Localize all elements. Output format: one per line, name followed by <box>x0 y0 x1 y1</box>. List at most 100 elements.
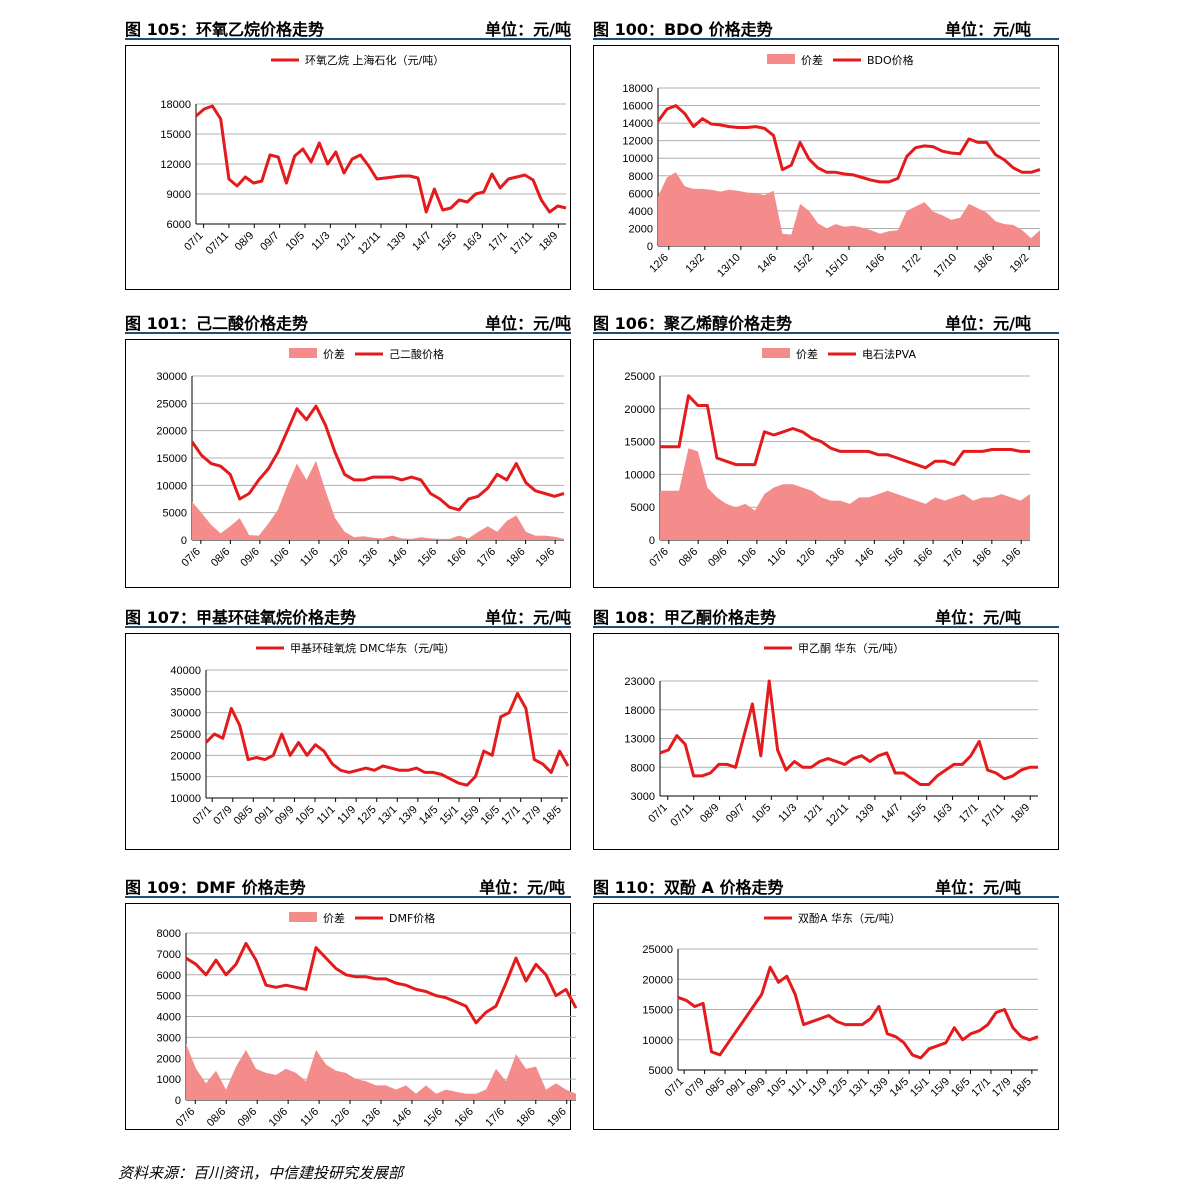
legend-label: 甲基环硅氧烷 DMC华东（元/吨） <box>290 641 455 655</box>
y-tick-label: 15000 <box>156 453 187 465</box>
x-tick-label: 09/9 <box>744 1076 768 1100</box>
x-tick-label: 15/1 <box>908 1076 932 1100</box>
chart-frame: 6000 9000 12000 15000 18000 07/1 07/11 08/9 09/7… <box>125 45 571 290</box>
y-tick-label: 5000 <box>631 502 655 514</box>
y-tick-label: 5000 <box>163 508 187 520</box>
y-tick-label: 8000 <box>631 762 655 774</box>
x-tick-label: 15/1 <box>437 804 461 828</box>
x-tick-label: 13/6 <box>359 1106 383 1130</box>
x-tick-label: 08/9 <box>233 230 257 254</box>
x-tick-label: 19/6 <box>545 1106 569 1130</box>
line-series-DMF价格 <box>185 941 578 1025</box>
x-tick-label: 07/1 <box>191 804 215 828</box>
x-tick-label: 13/1 <box>376 804 400 828</box>
chart-svg: 1000015000200002500030000350004000007/10… <box>170 641 570 828</box>
x-tick-label: 13/9 <box>853 802 877 826</box>
chart-frame: 0 1000 2000 3000 4000 5000 6000 7000 8000 07/6 08/… <box>125 903 578 1130</box>
x-tick-label: 15/9 <box>929 1076 953 1100</box>
x-tick-label: 11/9 <box>335 804 358 827</box>
legend-label: 己二酸价格 <box>389 347 444 361</box>
x-tick-label: 17/11 <box>979 802 1006 829</box>
y-tick-label: 4000 <box>629 206 653 218</box>
x-tick-label: 08/6 <box>209 546 233 570</box>
x-tick-label: 16/3 <box>931 802 955 826</box>
chart-svg: 0 1000 2000 3000 4000 5000 6000 7000 8000 07/6 08/… <box>157 911 578 1130</box>
y-tick-label: 10000 <box>624 469 655 481</box>
chart-svg: 3000 8000 13000 18000 23000 07/107/11 08/9 09/7… <box>624 641 1038 829</box>
line-series-电石法PVA <box>660 394 1030 470</box>
line-series-环氧乙烷 上海石化（元/吨） <box>195 104 567 214</box>
x-tick-label: 16/3 <box>461 230 485 254</box>
chart-frame: 0 5000 10000 15000 20000 25000 07/6 08/6 09/6 10/… <box>593 339 1059 588</box>
chart-frame: 10000 15000 20000 25000 30000 35000 40000 07/1 0… <box>125 633 571 850</box>
chart-unit: 单位：元/吨 <box>485 314 571 333</box>
legend-swatch-area <box>289 912 317 922</box>
x-tick-label: 17/1 <box>969 1076 993 1100</box>
x-tick-label: 11/6 <box>298 1106 321 1129</box>
chart-frame: 0 2000 4000 6000 8000 10000 12000 14000 16000 180… <box>593 45 1059 290</box>
chart-unit: 单位：元/吨 <box>945 20 1031 39</box>
x-tick-label: 17/1 <box>957 802 981 826</box>
y-tick-label: 2000 <box>629 223 653 235</box>
area-series-价差 <box>658 172 1040 246</box>
x-tick-label: 07/1 <box>663 1076 687 1100</box>
x-tick-label: 15/6 <box>882 546 906 570</box>
y-tick-label: 18000 <box>622 83 653 95</box>
x-tick-label: 14/7 <box>410 230 434 254</box>
panel-title-bar: 图 110：双酚 A 价格走势 单位：元/吨 <box>593 872 1059 898</box>
legend-label: 电石法PVA <box>862 347 916 361</box>
y-tick-label: 1000 <box>157 1074 181 1086</box>
y-tick-label: 18000 <box>624 705 655 717</box>
x-tick-label: 18/5 <box>1010 1076 1034 1100</box>
x-tick-label: 17/1 <box>486 230 510 254</box>
line-series-甲乙酮 华东（元/吨） <box>659 679 1038 786</box>
x-tick-label: 07/6 <box>647 546 671 570</box>
x-tick-label: 17/10 <box>931 252 959 280</box>
legend-label: 价差 <box>323 347 345 361</box>
x-tick-label: 11/9 <box>806 1076 829 1099</box>
panel-title-bar: 图 105：环氧乙烷价格走势 单位：元/吨 <box>125 14 571 40</box>
x-tick-label: 16/6 <box>452 1106 476 1130</box>
area-series-价差 <box>660 448 1030 540</box>
x-tick-label: 18/9 <box>1009 802 1033 826</box>
legend-swatch-area <box>767 54 795 64</box>
x-tick-label: 13/9 <box>396 804 420 828</box>
x-tick-label: 14/6 <box>390 1106 414 1130</box>
x-tick-label: 13/9 <box>867 1076 891 1100</box>
y-tick-label: 20000 <box>156 426 187 438</box>
x-tick-label: 15/10 <box>823 252 851 280</box>
x-tick-label: 16/6 <box>912 546 936 570</box>
y-tick-label: 6000 <box>167 219 191 231</box>
x-tick-label: 11/6 <box>765 546 788 569</box>
legend-swatch-area <box>762 348 790 358</box>
y-tick-label: 0 <box>647 241 653 253</box>
y-tick-label: 0 <box>181 535 187 547</box>
y-tick-label: 8000 <box>157 928 181 940</box>
x-tick-label: 09/1 <box>252 804 276 828</box>
y-tick-label: 8000 <box>629 171 653 183</box>
x-tick-label: 11/6 <box>298 546 321 569</box>
x-tick-label: 18/6 <box>504 546 528 570</box>
chart-frame: 5000 10000 15000 20000 25000 07/1 07/9 08/5 09/1… <box>593 903 1059 1130</box>
x-tick-label: 17/11 <box>508 230 535 257</box>
x-tick-label: 17/6 <box>475 546 499 570</box>
y-tick-label: 30000 <box>170 708 201 720</box>
x-tick-label: 12/1 <box>334 230 358 254</box>
x-tick-label: 07/6 <box>174 1106 198 1130</box>
x-tick-label: 07/11 <box>668 802 695 829</box>
y-tick-label: 23000 <box>624 676 655 688</box>
x-tick-label: 08/5 <box>232 804 256 828</box>
y-tick-label: 6000 <box>157 970 181 982</box>
chart-unit: 单位：元/吨 <box>935 608 1021 627</box>
x-tick-label: 14/6 <box>853 546 877 570</box>
x-tick-label: 16/6 <box>864 252 888 276</box>
x-tick-label: 17/9 <box>520 804 544 828</box>
x-tick-label: 19/2 <box>1008 252 1032 276</box>
x-tick-label: 11/1 <box>315 804 338 827</box>
x-tick-label: 17/6 <box>941 546 965 570</box>
x-tick-label: 16/6 <box>445 546 469 570</box>
x-tick-label: 09/6 <box>238 546 262 570</box>
panel-title-bar: 图 100：BDO 价格走势 单位：元/吨 <box>593 14 1059 40</box>
legend-label: DMF价格 <box>389 911 435 925</box>
x-tick-label: 16/5 <box>479 804 503 828</box>
